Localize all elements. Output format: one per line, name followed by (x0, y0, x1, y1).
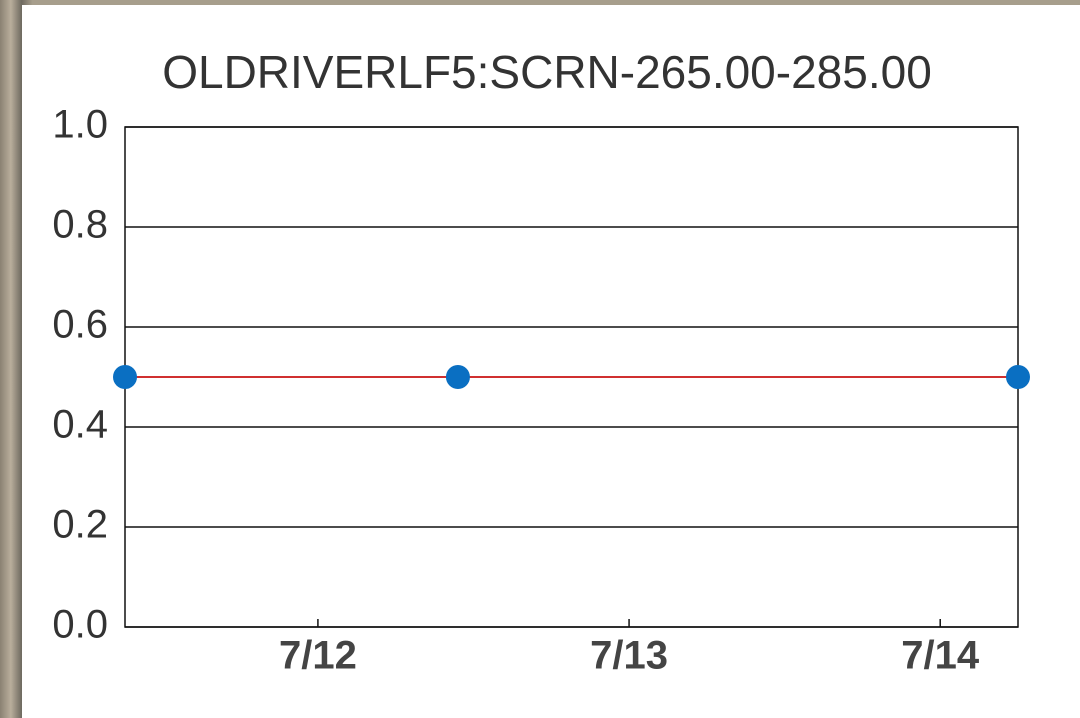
x-tick-label: 7/12 (279, 634, 357, 678)
popup-panel (22, 5, 1080, 718)
x-tick-label: 7/14 (901, 634, 980, 678)
data-point (113, 365, 137, 389)
y-tick-label: 0.2 (52, 503, 108, 547)
y-tick-label: 0.0 (52, 603, 108, 647)
y-tick-label: 0.6 (52, 303, 108, 347)
y-tick-label: 1.0 (52, 103, 108, 147)
chart-title: OLDRIVERLF5:SCRN-265.00-285.00 (162, 46, 932, 98)
y-tick-label: 0.4 (52, 403, 108, 447)
data-point (1006, 365, 1030, 389)
data-point (445, 365, 470, 389)
y-tick-label: 0.8 (52, 203, 108, 247)
x-tick-label: 7/13 (590, 634, 668, 678)
